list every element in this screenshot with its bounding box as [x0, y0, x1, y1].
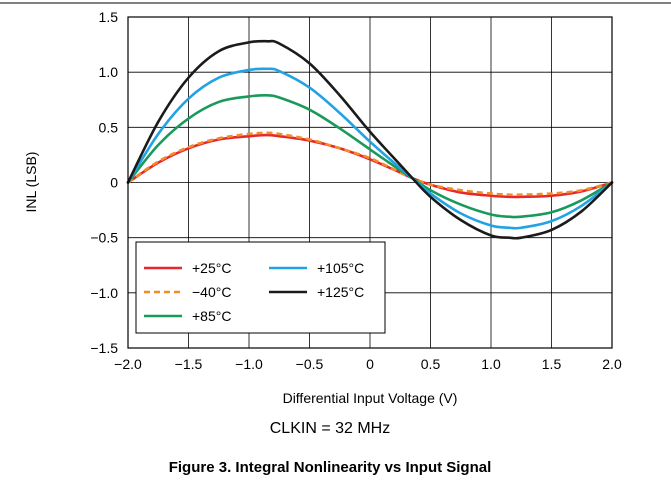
y-tick-label: −1.0 [90, 285, 118, 301]
y-tick-label: 0.5 [99, 119, 119, 135]
series-line-2 [126, 93, 614, 219]
legend-label-3: +105°C [317, 260, 364, 276]
x-axis-label: Differential Input Voltage (V) [283, 390, 458, 406]
y-tick-label: 1.0 [99, 64, 119, 80]
plot-frame [127, 16, 613, 349]
x-tick-label: −1.5 [175, 356, 203, 372]
y-tick-label: −1.5 [90, 340, 118, 356]
series-line-3 [126, 67, 614, 230]
y-tick-label: 0 [110, 175, 118, 191]
x-tick-label: 1.5 [542, 356, 562, 372]
legend-box [135, 241, 386, 334]
legend-label-4: +125°C [317, 284, 364, 300]
x-tick-label: 2.0 [602, 356, 622, 372]
legend: +25°C −40°C +85°C +105°C +125°C [135, 241, 386, 334]
legend-label-1: −40°C [192, 284, 231, 300]
x-tick-label: −2.0 [114, 356, 142, 372]
y-tick-labels: 1.5 1.0 0.5 0 −0.5 −1.0 −1.5 [90, 9, 118, 356]
y-axis-label: INL (LSB) [23, 152, 39, 213]
x-tick-label: 0 [366, 356, 374, 372]
series-line-4 [126, 39, 614, 240]
legend-label-2: +85°C [192, 308, 231, 324]
plot-lines [126, 39, 614, 240]
legend-label-0: +25°C [192, 260, 231, 276]
y-tick-label: 1.5 [99, 9, 119, 25]
x-tick-label: −1.0 [235, 356, 263, 372]
x-tick-label: −0.5 [296, 356, 324, 372]
clock-annotation: CLKIN = 32 MHz [270, 420, 390, 437]
figure-caption: Figure 3. Integral Nonlinearity vs Input… [169, 459, 492, 476]
x-tick-label: 0.5 [421, 356, 441, 372]
series-line-1 [127, 131, 613, 197]
x-tick-label: 1.0 [481, 356, 501, 372]
y-tick-label: −0.5 [90, 230, 118, 246]
x-tick-labels: −2.0 −1.5 −1.0 −0.5 0 0.5 1.0 1.5 2.0 [114, 356, 622, 372]
